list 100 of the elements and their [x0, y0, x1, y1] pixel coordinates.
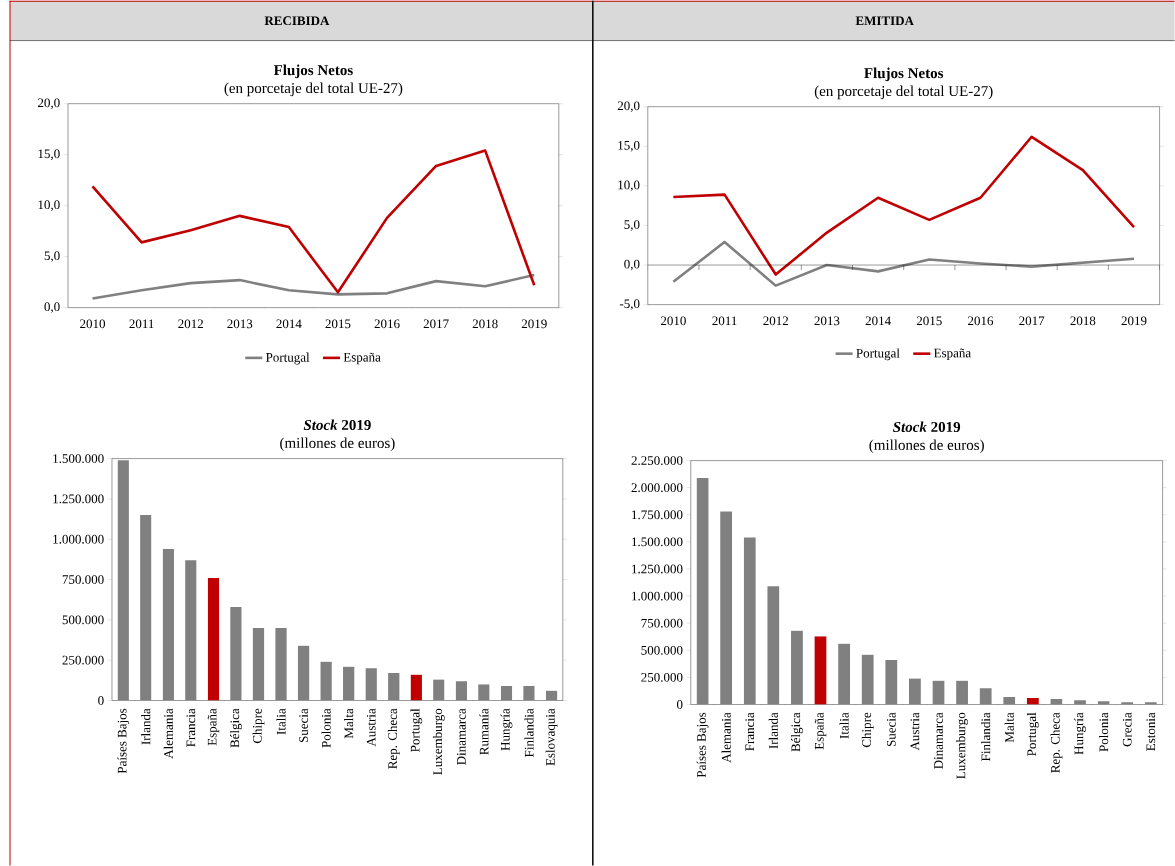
x-tick-label: 2012 [763, 316, 789, 326]
bar [478, 684, 490, 701]
bar [545, 690, 558, 701]
bar [252, 627, 265, 701]
legend-label: España [933, 348, 971, 360]
bar [885, 659, 898, 705]
x-tick-label: 2019 [521, 319, 547, 329]
text: EMITIDA [855, 16, 914, 25]
x-tick-label: Francia [745, 712, 755, 751]
x-tick-label: Italia [276, 708, 286, 735]
bar [140, 514, 152, 701]
x-tick-label: Portugal [1026, 712, 1039, 756]
y-tick-label: 750.000 [641, 618, 683, 628]
y-tick-label: 20,0 [38, 98, 60, 109]
bar [1074, 700, 1086, 705]
x-tick-label: Bélgica [230, 708, 242, 748]
x-tick-label: Francia [186, 708, 196, 747]
x-tick-label: 2011 [712, 316, 737, 326]
x-tick-label: Austria [910, 712, 920, 751]
y-tick-label: 1.250.000 [53, 494, 104, 504]
y-tick-label: 1.750.000 [632, 510, 683, 520]
y-tick-label: 5,0 [624, 220, 640, 231]
y-tick-label: 500.000 [62, 615, 104, 625]
x-tick-label: 2014 [865, 316, 891, 326]
x-tick-label: Luxemburgo [432, 708, 445, 775]
line-series [91, 273, 536, 300]
y-tick-label: 250.000 [641, 672, 683, 682]
y-tick-label: 1.500.000 [53, 454, 104, 463]
x-tick-label: Hungría [500, 708, 513, 751]
bar [814, 636, 827, 705]
x-tick-label: Portugal [410, 708, 423, 752]
y-tick-label: 15,0 [38, 149, 60, 160]
x-tick-label: España [814, 712, 827, 750]
y-tick-label: 20,0 [617, 101, 640, 112]
bar [162, 548, 174, 701]
legend-label: Portugal [266, 352, 310, 365]
x-tick-label: 2018 [472, 319, 498, 329]
x-tick-label: 2018 [1070, 316, 1096, 326]
x-tick-label: Países Bajos [696, 712, 709, 778]
y-tick-label: 0 [676, 700, 683, 709]
y-tick-label: 15,0 [618, 140, 640, 152]
x-tick-label: Suecia [299, 708, 308, 742]
chart-subtitle: (millones de euros) [280, 437, 395, 451]
y-tick-label: 10,0 [38, 200, 60, 211]
x-tick-label: Chipre [861, 712, 874, 748]
x-tick-label: Irlanda [141, 708, 151, 745]
y-tick-label: 1.500.000 [632, 537, 683, 547]
bar [230, 606, 242, 701]
text: RECIBIDA [264, 16, 330, 25]
bar [743, 537, 756, 705]
x-tick-label: Polonia [1099, 712, 1109, 752]
x-tick-label: 2014 [276, 319, 302, 329]
chart-title: Flujos Netos [273, 64, 353, 79]
x-tick-label: Alemania [163, 708, 173, 759]
bar [207, 577, 220, 701]
y-tick-label: -5,0 [619, 299, 640, 310]
x-tick-label: Hungría [1074, 712, 1086, 755]
y-tick-label: 2.000.000 [631, 483, 683, 492]
bar [979, 688, 992, 705]
bar [500, 685, 513, 701]
bar [932, 680, 945, 705]
x-tick-label: 2016 [968, 316, 994, 326]
bar [767, 586, 780, 705]
chart-subtitle: (en porcetaje del total UE-27) [224, 82, 403, 97]
x-tick-label: Dinamarca [457, 708, 466, 765]
x-tick-label: Suecia [886, 712, 896, 746]
x-tick-label: 2010 [80, 319, 106, 329]
y-tick-label: 500.000 [641, 645, 683, 655]
x-tick-label: Grecia [1122, 712, 1132, 747]
y-tick-label: 0,0 [624, 259, 640, 271]
chart-subtitle: (en porcetaje del total UE-27) [814, 85, 993, 100]
y-tick-label: 0,0 [44, 302, 60, 313]
bar [297, 645, 310, 701]
bar [956, 680, 968, 705]
bar [523, 685, 535, 701]
bar [275, 627, 287, 701]
x-tick-label: Italia [839, 712, 849, 739]
y-tick-label: 5,0 [44, 251, 60, 262]
x-tick-label: 2015 [916, 316, 942, 326]
bar [1026, 697, 1039, 705]
bar [861, 654, 874, 705]
legend-label: Portugal [856, 348, 900, 361]
line-series [91, 149, 536, 294]
y-tick-label: 0 [98, 696, 104, 705]
bar [320, 661, 332, 701]
bar [791, 630, 803, 705]
y-tick-label: 10,0 [618, 180, 640, 192]
bar [720, 511, 733, 705]
x-tick-label: España [207, 708, 220, 746]
bar [1003, 696, 1016, 705]
legend-label: España [343, 352, 381, 365]
bar [696, 477, 709, 705]
bar [455, 681, 468, 701]
x-tick-label: 2015 [325, 319, 351, 329]
x-tick-label: Malta [1004, 712, 1014, 743]
bar [365, 668, 377, 701]
x-tick-label: Chipre [252, 708, 265, 744]
x-tick-label: Rep. Checa [387, 708, 400, 769]
x-tick-label: 2012 [178, 319, 203, 329]
chart-title: Flujos Netos [864, 67, 944, 82]
